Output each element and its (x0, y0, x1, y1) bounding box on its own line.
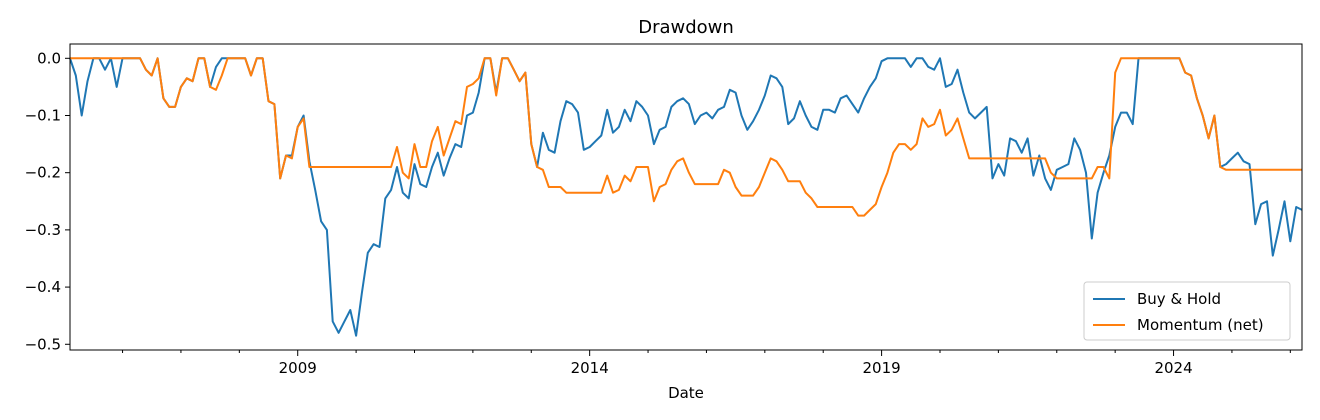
legend-entry-label: Buy & Hold (1137, 290, 1221, 308)
plot-frame (69, 43, 1303, 351)
x-tick-label: 2014 (571, 359, 609, 377)
chart-title: Drawdown (638, 17, 734, 38)
y-tick-label: −0.1 (25, 106, 61, 124)
x-tick-label: 2024 (1154, 359, 1192, 377)
legend: Buy & Hold Momentum (net) (1083, 281, 1291, 341)
plot-area (69, 57, 1303, 337)
legend-entry-label: Momentum (net) (1137, 316, 1264, 334)
y-tick-label: −0.3 (25, 221, 61, 239)
x-tick-label: 2019 (863, 359, 901, 377)
x-tick-label: 2009 (279, 359, 317, 377)
axes: 0.0 −0.1 −0.2 −0.3 −0.4 −0.5 2009 2014 2019 2024 (25, 43, 1303, 377)
x-axis-label: Date (668, 384, 704, 402)
y-tick-label: −0.5 (25, 335, 61, 353)
y-tick-label: −0.4 (25, 278, 61, 296)
series-line-momentum-net (70, 57, 1302, 217)
y-tick-label: −0.2 (25, 164, 61, 182)
legend-box (1083, 281, 1291, 341)
y-tick-label: 0.0 (37, 49, 61, 67)
